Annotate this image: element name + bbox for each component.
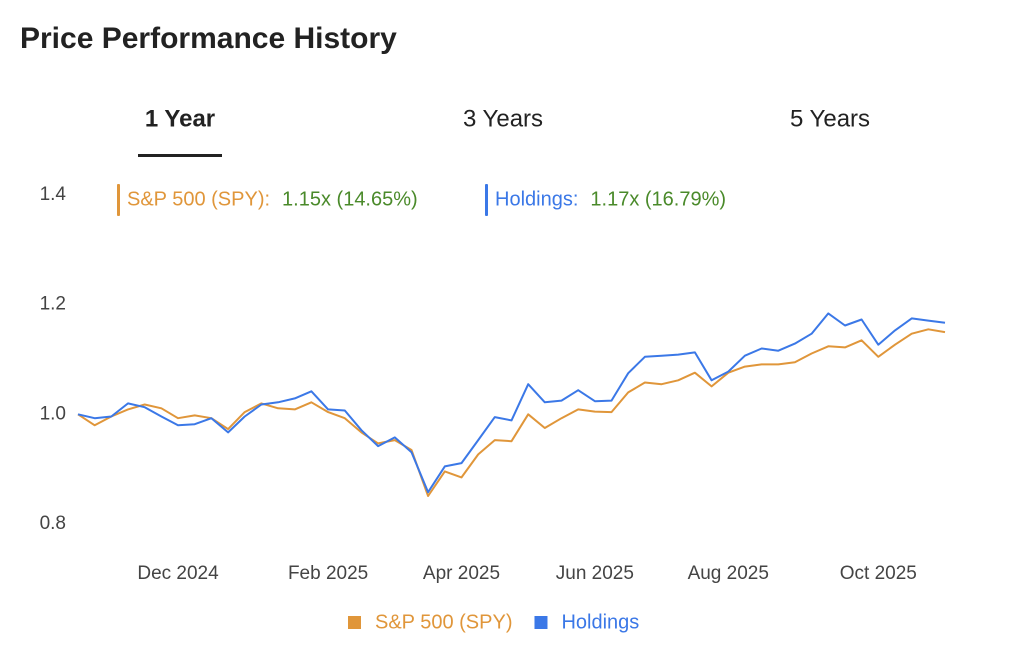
- series-line: [77, 328, 946, 497]
- tab[interactable]: 3 Years: [463, 105, 543, 132]
- tabs: 1 Year 3 Years 5 Years: [138, 105, 870, 157]
- y-tick-label: 1.4: [40, 184, 67, 205]
- y-tick-label: 1.2: [40, 294, 66, 315]
- page-title: Price Performance History: [20, 22, 397, 55]
- legend-label[interactable]: Holdings: [561, 611, 639, 633]
- summary-marker: [485, 184, 488, 216]
- series-line: [77, 312, 946, 494]
- y-tick-label: 0.8: [40, 513, 66, 534]
- summary: S&P 500 (SPY): 1.15x (14.65%) Holdings: 1.1…: [117, 184, 726, 216]
- tab[interactable]: 1 Year: [145, 105, 215, 132]
- y-tick-label: 1.0: [40, 403, 66, 424]
- summary-marker: [117, 184, 120, 216]
- legend: S&P 500 (SPY) Holdings: [348, 611, 639, 633]
- x-tick-label: Feb 2025: [288, 563, 368, 584]
- legend-swatch: [534, 616, 548, 629]
- x-tick-label: Apr 2025: [423, 563, 500, 584]
- legend-swatch: [348, 616, 361, 629]
- summary-label: S&P 500 (SPY):: [127, 188, 270, 210]
- tab[interactable]: 5 Years: [790, 105, 870, 132]
- summary-label: Holdings:: [495, 188, 578, 210]
- x-tick-label: Jun 2025: [556, 563, 634, 584]
- summary-value: 1.17x (16.79%): [590, 188, 726, 210]
- legend-label[interactable]: S&P 500 (SPY): [375, 611, 512, 633]
- x-tick-label: Aug 2025: [688, 563, 769, 584]
- chart: 0.8 1.0 1.2 1.4 Dec 2024 Feb 2025 Apr 2025 Jun …: [40, 184, 946, 584]
- x-tick-label: Oct 2025: [840, 563, 917, 584]
- summary-value: 1.15x (14.65%): [282, 188, 418, 210]
- x-tick-label: Dec 2024: [137, 563, 219, 584]
- tab-underline: [138, 154, 222, 157]
